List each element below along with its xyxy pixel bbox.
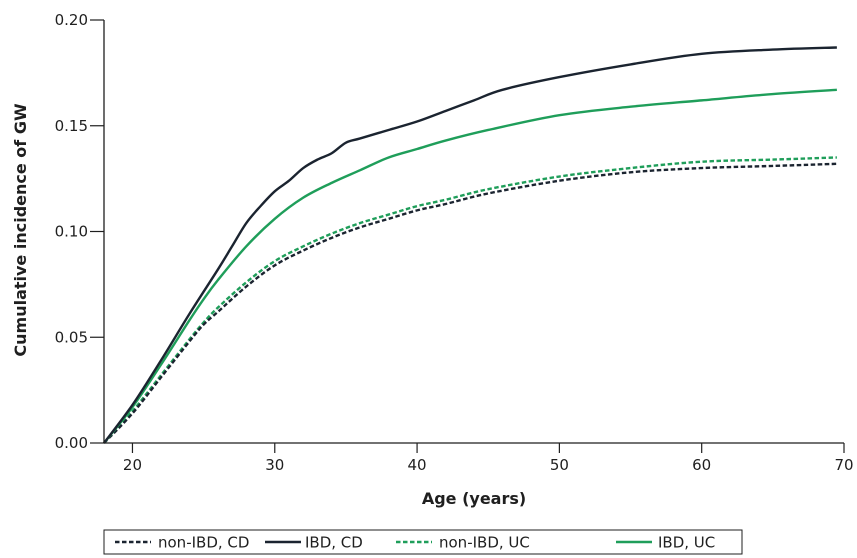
x-tick-label: 20 — [123, 456, 142, 474]
series-line-ibd-cd — [103, 46, 837, 444]
y-tick-label: 0.15 — [55, 117, 88, 135]
plot-area — [103, 46, 837, 444]
x-tick-label: 60 — [692, 456, 711, 474]
x-tick-label: 30 — [265, 456, 284, 474]
x-tick-label: 70 — [834, 456, 853, 474]
y-axis-title: Cumulative incidence of GW — [11, 103, 30, 357]
series-line-non-ibd-uc — [103, 156, 837, 444]
x-tick-label: 50 — [550, 456, 569, 474]
legend-label: non-IBD, CD — [158, 534, 249, 552]
axes: 0.00 0.05 0.10 0.15 0.20 20 30 40 50 60 70 — [55, 11, 854, 474]
y-tick-label: 0.00 — [55, 434, 88, 452]
legend: non-IBD, CD IBD, CD non-IBD, UC IBD, UC — [103, 529, 743, 555]
x-axis-title: Age (years) — [422, 489, 526, 508]
legend-label: IBD, UC — [658, 534, 715, 552]
y-tick-label: 0.20 — [55, 11, 88, 29]
y-tick-label: 0.05 — [55, 328, 88, 346]
series-line-ibd-uc — [103, 88, 837, 444]
legend-label: non-IBD, UC — [439, 534, 530, 552]
legend-label: IBD, CD — [305, 534, 363, 552]
y-tick-label: 0.10 — [55, 223, 88, 241]
x-tick-label: 40 — [408, 456, 427, 474]
series-line-non-ibd-cd — [103, 162, 837, 444]
